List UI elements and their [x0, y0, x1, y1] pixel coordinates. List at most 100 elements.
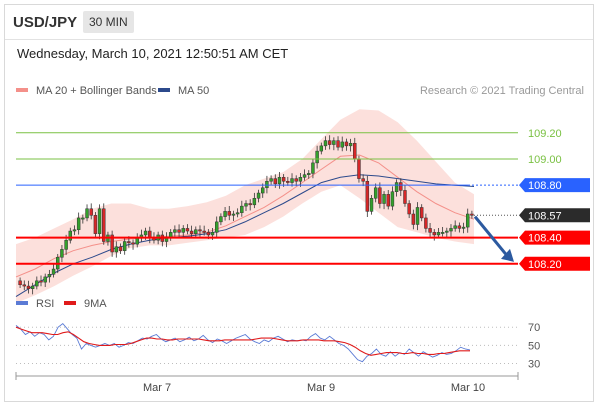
candle	[411, 209, 416, 230]
candle	[118, 243, 123, 254]
ma20-line	[15, 154, 475, 278]
candle	[18, 277, 22, 289]
candle	[43, 273, 47, 287]
candle	[181, 225, 185, 238]
rsi-ma-legend-swatch	[64, 301, 76, 305]
candle	[378, 182, 382, 209]
candle-body	[453, 225, 457, 229]
candle	[432, 229, 436, 241]
candle	[81, 214, 85, 224]
candle-body	[102, 208, 106, 242]
timeframe-button[interactable]: 30 MIN	[83, 11, 134, 33]
candle-body	[122, 241, 127, 251]
candle	[131, 239, 135, 250]
candle	[424, 213, 428, 233]
level-label: 109.20	[528, 128, 562, 140]
candle	[277, 171, 282, 189]
candle	[466, 208, 470, 233]
candle-body	[252, 198, 257, 206]
candle-body	[403, 190, 407, 204]
candle-body	[35, 280, 39, 287]
candle	[93, 212, 98, 239]
candle	[461, 222, 466, 234]
candle	[453, 220, 457, 232]
rsi-tick-label: 70	[528, 322, 540, 334]
candle-body	[89, 208, 93, 216]
candle	[294, 175, 298, 187]
candle	[68, 227, 73, 244]
candle-body	[419, 207, 424, 219]
candle	[361, 174, 365, 187]
candle	[315, 145, 319, 169]
candle-body	[332, 140, 336, 145]
candle	[415, 202, 420, 231]
candle	[248, 199, 252, 211]
candle	[457, 222, 462, 233]
x-tick-label: Mar 9	[307, 382, 335, 394]
level-label: 108.40	[528, 233, 562, 245]
candle-body	[131, 242, 135, 245]
candle-body	[93, 215, 98, 234]
candle-body	[240, 205, 244, 213]
candle-body	[428, 228, 432, 233]
candle-body	[457, 225, 462, 229]
candle	[298, 172, 303, 187]
candle	[85, 204, 89, 222]
candle-body	[315, 150, 319, 164]
candle-body	[445, 230, 449, 233]
candle	[227, 206, 231, 221]
candle-body	[185, 228, 190, 232]
candle	[348, 138, 353, 152]
candle-body	[143, 230, 148, 236]
chart-header: USD/JPY 30 MIN	[5, 5, 593, 40]
candle-body	[248, 203, 252, 206]
candle	[365, 175, 370, 218]
candle	[47, 269, 52, 283]
candle-body	[223, 211, 227, 217]
candle	[231, 210, 236, 221]
ma50-legend-swatch	[158, 88, 170, 92]
candle	[307, 170, 311, 179]
candle	[39, 275, 43, 287]
candle	[323, 136, 328, 150]
rsi-legend: RSI 9MA	[16, 298, 107, 310]
candle	[35, 276, 39, 290]
ma20-legend-swatch	[16, 88, 28, 92]
candle	[72, 225, 77, 236]
candle-body	[365, 180, 370, 212]
candle	[189, 225, 194, 238]
candle-body	[432, 232, 436, 236]
candle	[202, 225, 206, 236]
candle-body	[43, 276, 47, 283]
candle-body	[357, 158, 361, 179]
x-axis: Mar 7 Mar 9 Mar 10	[15, 372, 519, 394]
candle	[185, 224, 190, 235]
candle	[373, 183, 378, 203]
candle-body	[261, 187, 265, 194]
candle-body	[348, 142, 353, 147]
candle-body	[256, 192, 261, 199]
level-label: 108.20	[528, 259, 562, 271]
candle-body	[235, 212, 240, 215]
candle-body	[302, 174, 307, 178]
candle	[194, 226, 198, 239]
candle	[219, 213, 223, 226]
candle-body	[323, 140, 328, 147]
candle-body	[189, 230, 194, 234]
candle-body	[76, 217, 81, 230]
candle-body	[340, 141, 344, 148]
candle	[215, 216, 219, 238]
candle	[403, 185, 407, 207]
candle	[290, 173, 294, 187]
candle	[369, 195, 374, 215]
candle-body	[118, 246, 123, 251]
candle-body	[411, 213, 416, 225]
x-tick-label: Mar 7	[143, 382, 171, 394]
candle-body	[97, 208, 102, 234]
rsi-line	[15, 322, 471, 363]
candle-body	[461, 226, 466, 229]
candle-body	[210, 232, 215, 236]
candle	[436, 228, 441, 239]
level-label-box	[519, 256, 590, 271]
candle	[419, 204, 424, 222]
